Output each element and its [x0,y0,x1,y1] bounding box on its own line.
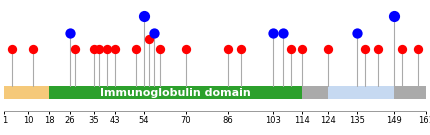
Bar [4,86,49,99]
Bar [49,86,302,99]
Point [183,48,190,50]
Point [298,48,305,50]
Point [72,48,79,50]
Point [30,48,37,50]
Point [104,48,111,50]
Point [132,48,139,50]
Bar [394,86,426,99]
Point [280,32,287,34]
Point [151,32,158,34]
Point [225,48,232,50]
Point [325,48,332,50]
Point [141,15,147,17]
Point [415,48,421,50]
Point [111,48,118,50]
Point [399,48,405,50]
Point [238,48,245,50]
Point [390,15,397,17]
Point [156,48,163,50]
Point [67,32,74,34]
Point [288,48,295,50]
Point [354,32,361,34]
Bar [328,86,394,99]
Point [95,48,103,50]
Point [146,38,153,40]
Point [375,48,382,50]
Point [9,48,15,50]
Text: Immunoglobulin domain: Immunoglobulin domain [100,88,251,98]
Point [270,32,276,34]
Point [362,48,369,50]
Bar [302,86,328,99]
Point [90,48,97,50]
